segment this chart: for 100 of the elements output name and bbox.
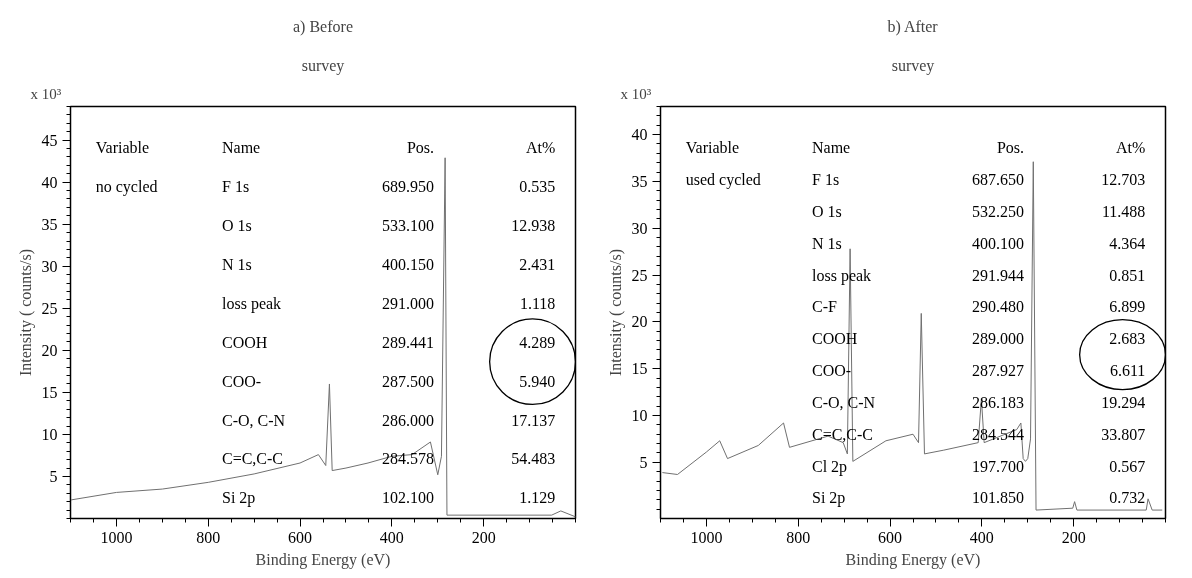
x-tick-label: 800 <box>196 528 221 546</box>
annotation: loss peak <box>812 266 872 285</box>
annotation: F 1s <box>812 171 840 189</box>
y-tick-label: 40 <box>631 126 648 144</box>
annotation: 286.183 <box>972 393 1025 411</box>
chart-subtitle: survey <box>891 56 935 75</box>
y-tick-label: 20 <box>631 313 648 331</box>
x-tick-label: 200 <box>1061 528 1086 546</box>
annotation: At% <box>1115 139 1146 157</box>
annotation: loss peak <box>222 294 282 313</box>
annotation: 400.100 <box>972 234 1025 252</box>
y-tick-label: 45 <box>41 131 58 149</box>
annotation: 197.700 <box>972 457 1025 475</box>
annotation: C=C,C-C <box>812 425 874 443</box>
annotation: 2.683 <box>1109 330 1146 348</box>
annotation: Si 2p <box>812 489 846 508</box>
annotation: Pos. <box>406 139 435 157</box>
annotation: 12.703 <box>1101 171 1146 189</box>
annotation: 533.100 <box>382 217 435 235</box>
annotation: 0.851 <box>1109 266 1146 284</box>
annotation: 291.000 <box>382 294 435 312</box>
x-tick-label: 1000 <box>100 528 133 546</box>
annotation: Pos. <box>996 139 1025 157</box>
line-series <box>662 161 1163 511</box>
annotation: 0.732 <box>1109 489 1146 507</box>
y-tick-label: 25 <box>41 299 58 317</box>
annotation: C=C,C-C <box>222 450 284 468</box>
annotation: 101.850 <box>972 489 1025 507</box>
text: x 10³ <box>620 85 652 102</box>
annotation: 286.000 <box>382 411 435 429</box>
x-tick-label: 400 <box>969 528 994 546</box>
annotation: 4.289 <box>519 333 556 351</box>
annotation: 1.129 <box>519 489 556 507</box>
x-tick-label: 1000 <box>690 528 723 546</box>
annotation: 287.500 <box>382 372 435 390</box>
annotation: 532.250 <box>972 202 1025 220</box>
annotation: 11.488 <box>1101 202 1146 220</box>
chart-subtitle: survey <box>301 56 345 75</box>
annotation: 0.535 <box>519 178 556 196</box>
annotation: 289.000 <box>972 330 1025 348</box>
y-tick-label: 40 <box>41 173 58 191</box>
annotation: 19.294 <box>1101 393 1146 411</box>
annotation: Variable <box>95 139 150 157</box>
x-axis-title: Binding Energy (eV) <box>255 550 391 569</box>
annotation: N 1s <box>222 255 252 273</box>
annotation: COOH <box>222 333 268 351</box>
annotation: Name <box>812 139 851 157</box>
x-tick-label: 800 <box>786 528 811 546</box>
text: x 10³ <box>30 85 62 102</box>
y-tick-label: 10 <box>41 425 58 443</box>
annotation: used cycled <box>685 171 761 190</box>
annotation: 33.807 <box>1101 425 1146 443</box>
annotation: 290.480 <box>972 298 1025 316</box>
y-tick-label: 15 <box>41 383 58 401</box>
y-tick-label: 20 <box>41 341 58 359</box>
annotation: 284.544 <box>972 425 1025 443</box>
x-tick-label: 600 <box>878 528 903 546</box>
annotation: COOH <box>812 330 858 348</box>
y-axis-title: Intensity ( counts/s) <box>606 248 625 377</box>
annotation: F 1s <box>222 178 250 196</box>
x-tick-label: 400 <box>379 528 404 546</box>
y-tick-label: 5 <box>639 453 648 471</box>
y-tick-label: 10 <box>631 407 648 424</box>
annotation: C-O, C-N <box>812 393 876 411</box>
annotation: 689.950 <box>382 178 435 196</box>
annotation: 12.938 <box>511 217 556 235</box>
y-tick-label: 30 <box>631 219 648 237</box>
y-tick-label: 25 <box>631 266 648 284</box>
y-tick-label: 5 <box>49 467 58 485</box>
annotation: 4.364 <box>1109 234 1146 252</box>
annotation: 0.567 <box>1109 457 1146 475</box>
line-series <box>70 157 576 518</box>
annotation: 284.578 <box>382 450 435 468</box>
annotation: At% <box>525 139 556 157</box>
annotation: 291.944 <box>972 266 1025 284</box>
annotation: O 1s <box>222 217 252 235</box>
y-tick-label: 35 <box>631 172 648 190</box>
annotation: 289.441 <box>382 333 435 351</box>
annotation: 2.431 <box>519 255 556 273</box>
annotation: no cycled <box>95 178 158 197</box>
x-axis-title: Binding Energy (eV) <box>845 550 981 569</box>
annotation: 102.100 <box>382 489 435 507</box>
annotation: Si 2p <box>222 489 256 508</box>
annotation: Variable <box>685 139 740 157</box>
annotation: 6.611 <box>1109 362 1146 380</box>
annotation: 400.150 <box>382 255 435 273</box>
annotation: 1.118 <box>519 294 556 312</box>
y-tick-label: 35 <box>41 215 58 233</box>
y-tick-label: 30 <box>41 257 58 275</box>
chart-title: b) After <box>887 17 939 36</box>
annotation: 5.940 <box>519 372 556 390</box>
annotation: O 1s <box>812 202 842 220</box>
y-tick-label: 15 <box>631 360 648 378</box>
chart-title: a) Before <box>293 17 353 36</box>
annotation: 687.650 <box>972 171 1025 189</box>
annotation: N 1s <box>812 234 842 252</box>
x-tick-label: 600 <box>288 528 313 546</box>
annotation: 17.137 <box>511 411 556 429</box>
annotation: COO- <box>812 362 852 380</box>
annotation: 54.483 <box>511 450 556 468</box>
